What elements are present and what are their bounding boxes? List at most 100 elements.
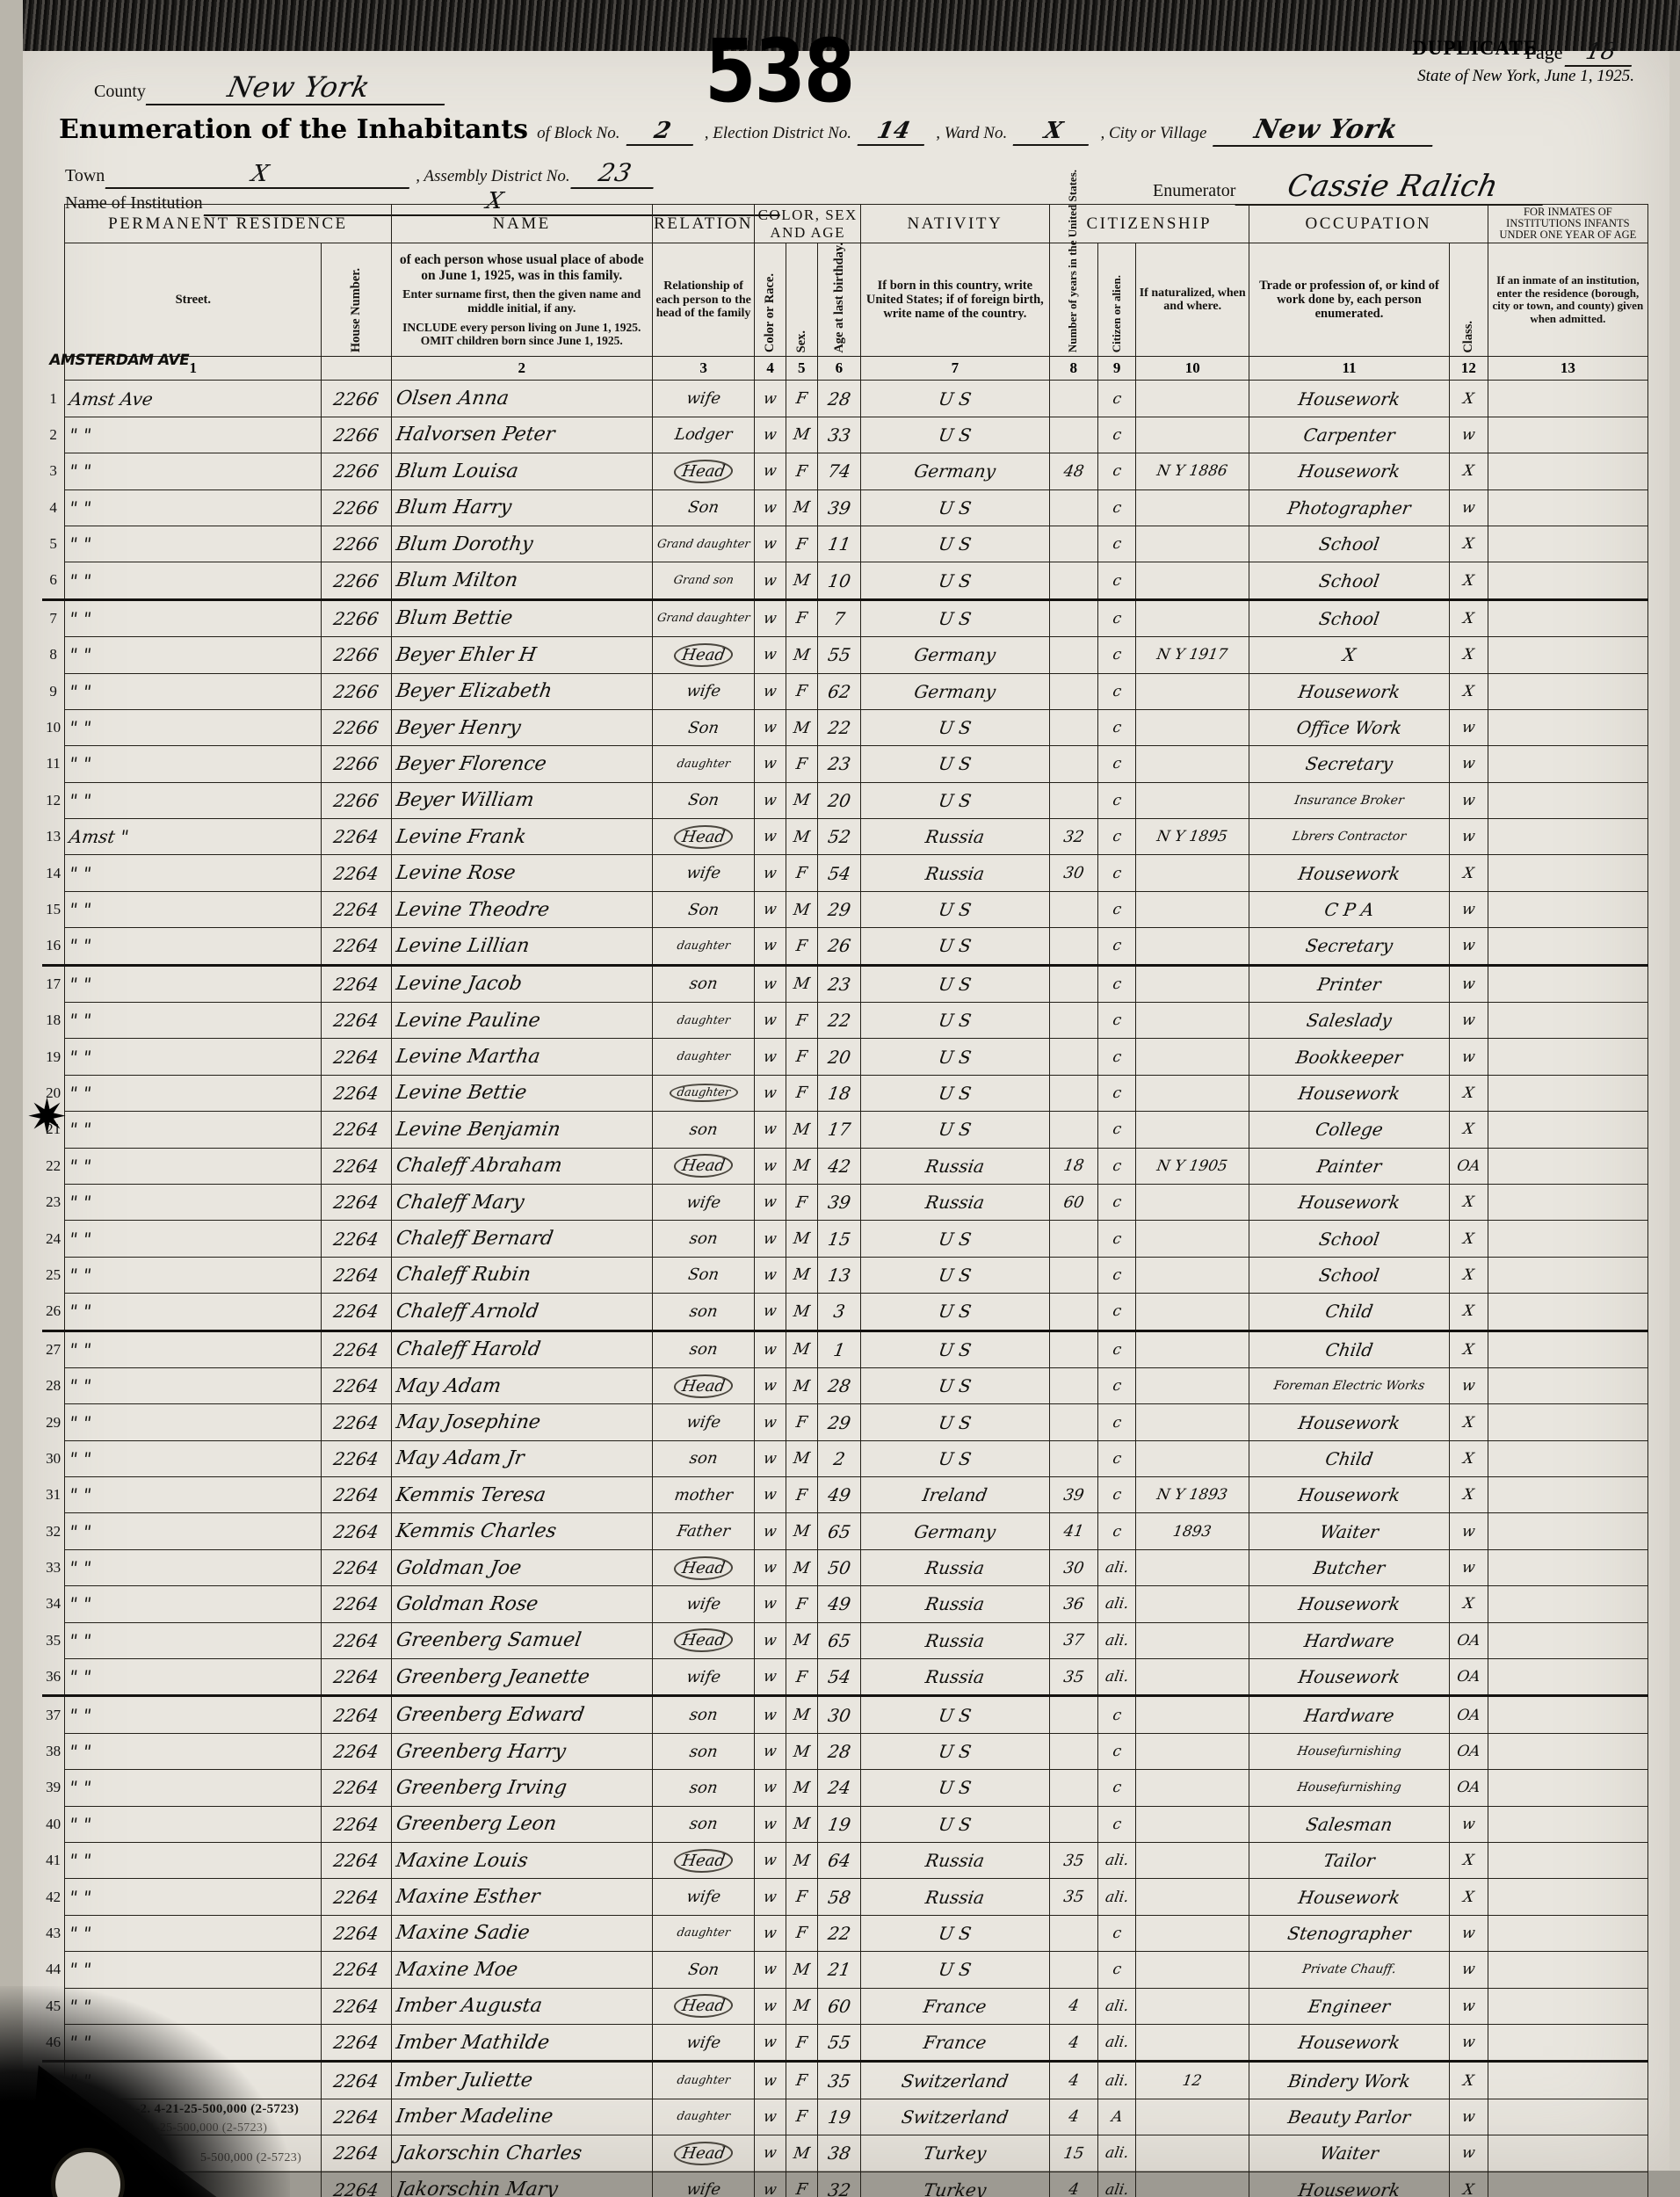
cell-name: Goldman Joe [390, 1548, 653, 1587]
cell-name: Levine Pauline [390, 1002, 653, 1040]
cell-color: w [754, 818, 786, 856]
cell-street: " " [64, 1403, 322, 1441]
cell-occupation-value: Private Chauff. [1300, 1962, 1398, 1977]
cell-name: Jakorschin Charles [390, 2135, 653, 2172]
cell-house-number-value: 2264 [332, 1995, 380, 2017]
cell-nativity: U S [860, 1439, 1050, 1478]
table-row: 13 Amst " 2264 Levine Frank Head w M 52 Russia 32… [42, 818, 1649, 856]
cell-citizen-or-alien-value: c [1111, 389, 1123, 408]
cell-years-in-us [1048, 562, 1098, 601]
cell-nativity: U S [860, 525, 1050, 563]
cell-color-value: w [762, 1193, 778, 1212]
cell-inmates [1487, 1695, 1649, 1734]
cell-years-in-us [1048, 489, 1098, 526]
cell-occupation-value: Housework [1296, 2179, 1402, 2197]
header-name: NAME [390, 203, 653, 244]
cell-class: w [1449, 818, 1488, 856]
cell-age-value: 38 [826, 2143, 852, 2164]
cell-name-value: Chaleff Abraham [394, 1155, 564, 1178]
cell-color: w [754, 1951, 786, 1989]
cell-class-value: X [1461, 1595, 1476, 1613]
cell-age: 22 [816, 708, 862, 747]
cell-inmates [1487, 890, 1649, 929]
cell-sex: M [785, 890, 818, 929]
cell-class-value: w [1460, 937, 1477, 955]
cell-nativity-value: U S [937, 569, 974, 591]
cell-house-number-value: 2266 [332, 460, 380, 482]
row-number: 4 [49, 498, 57, 516]
row-number: 40 [46, 1815, 62, 1832]
cell-naturalized [1135, 1439, 1249, 1478]
cell-nativity: Russia [860, 1841, 1050, 1880]
cell-citizen-or-alien-value: ali. [1104, 2034, 1130, 2052]
cell-color-value: w [762, 1449, 778, 1468]
cell-house-number-value: 2264 [332, 1629, 380, 1651]
row-number: 22 [46, 1157, 62, 1174]
cell-sex: F [785, 1476, 818, 1514]
table-row: 37 " " 2264 Greenberg Edward son w M 30 U S c Hard… [42, 1695, 1649, 1734]
cell-name-value: Greenberg Leon [394, 1813, 558, 1836]
cell-color: w [754, 1220, 786, 1258]
header-relation-sub-label: Relationship of each person to the head … [655, 279, 751, 321]
row-number: 20 [46, 1084, 62, 1101]
cell-house-number-value: 2264 [332, 1338, 380, 1360]
cell-color-value: w [762, 1340, 778, 1359]
cell-name: May Adam [390, 1367, 653, 1405]
enumeration-line: Enumeration of the Inhabitants of Block … [59, 114, 1439, 147]
cell-years-in-us [1048, 1769, 1098, 1807]
row-number: 26 [42, 1293, 65, 1332]
colnum-2: 2 [390, 356, 653, 381]
cell-age-value: 49 [826, 1484, 852, 1506]
enumerator-value: Cassie Ralich [1235, 169, 1551, 206]
cell-relation-value: son [688, 1302, 720, 1321]
cell-inmates [1487, 1476, 1649, 1514]
cell-nativity: U S [860, 745, 1050, 783]
cell-occupation: Housework [1248, 453, 1451, 490]
cell-occupation-value: College [1314, 1119, 1385, 1141]
cell-house-number: 2264 [321, 1987, 392, 2025]
cell-relation-value: wife [684, 1413, 722, 1432]
cell-class-value: X [1461, 2071, 1476, 2090]
cell-naturalized [1135, 1111, 1249, 1149]
cell-class-value: X [1461, 609, 1476, 627]
cell-sex: F [785, 2171, 818, 2197]
cell-inmates [1487, 1183, 1649, 1222]
cell-inmates [1487, 1074, 1649, 1113]
page-label-group: Page 18 [1525, 39, 1638, 67]
cell-years-in-us [1048, 672, 1098, 710]
cell-relation: son [651, 1111, 756, 1149]
cell-class-value: X [1461, 571, 1476, 590]
cell-nativity-value: Russia [923, 862, 987, 884]
cell-occupation: Housework [1248, 380, 1451, 417]
cell-name: Greenberg Samuel [390, 1621, 653, 1660]
cell-years-in-us [1048, 1002, 1098, 1040]
cell-house-number: 2266 [321, 453, 392, 490]
cell-sex-value: M [792, 1742, 812, 1761]
cell-house-number-value: 2264 [332, 1922, 380, 1944]
cell-years-in-us [1048, 1256, 1098, 1294]
cell-color-value: w [762, 719, 778, 737]
cell-inmates [1487, 745, 1649, 783]
cell-street-value: " " [68, 1010, 93, 1032]
cell-relation-value: Father [675, 1522, 732, 1541]
cell-citizen-or-alien-value: c [1111, 1120, 1123, 1139]
cell-occupation: Housework [1248, 1403, 1451, 1441]
cell-sex: F [785, 1658, 818, 1698]
sheet-number: 538 [705, 20, 855, 122]
cell-naturalized [1135, 1183, 1249, 1222]
cell-street: " " [64, 1695, 322, 1734]
cell-relation: wife [651, 1585, 756, 1623]
cell-naturalized [1135, 1293, 1249, 1332]
cell-nativity: U S [860, 1403, 1050, 1441]
cell-name-value: May Adam [394, 1374, 503, 1397]
cell-inmates [1487, 2098, 1649, 2136]
cell-relation-value: son [688, 1120, 720, 1139]
cell-age: 19 [816, 2098, 862, 2136]
cell-years-in-us: 35 [1048, 1841, 1098, 1880]
cell-occupation-value: Butcher [1312, 1557, 1387, 1579]
cell-house-number: 2264 [321, 1147, 392, 1185]
cell-occupation: School [1248, 562, 1451, 601]
cell-age: 13 [816, 1256, 862, 1294]
cell-name: Levine Jacob [390, 964, 653, 1004]
